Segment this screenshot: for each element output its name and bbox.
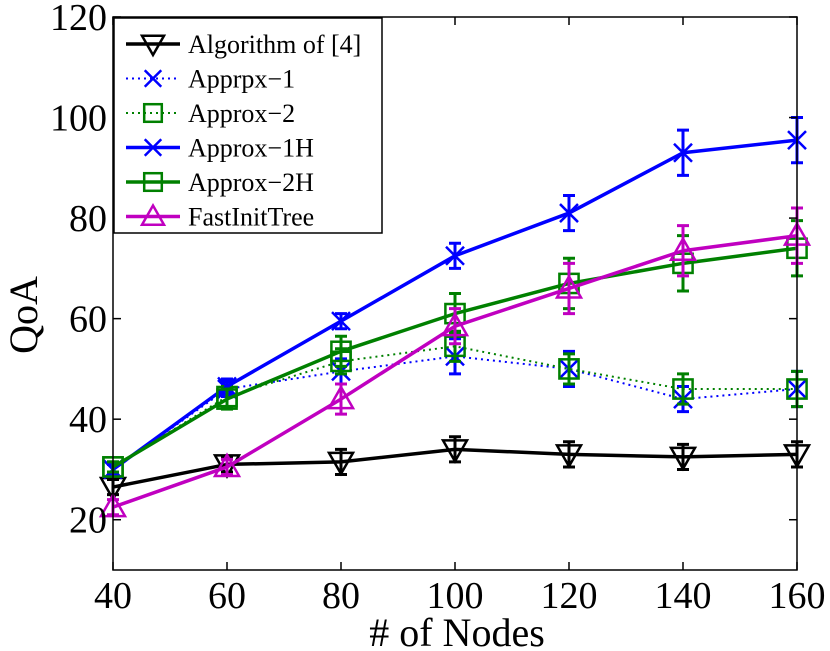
data-point bbox=[445, 245, 465, 266]
legend-label: Approx−2 bbox=[188, 99, 295, 128]
x-tick-label: 40 bbox=[94, 575, 132, 617]
data-point bbox=[326, 384, 356, 410]
series-line bbox=[112, 233, 798, 509]
legend-item-3: Approx−1H bbox=[126, 134, 314, 163]
data-point bbox=[554, 273, 584, 299]
legend-item-5: FastInitTree bbox=[126, 203, 314, 232]
data-point bbox=[331, 311, 351, 332]
y-axis-label: QoA bbox=[1, 276, 46, 354]
legend-marker bbox=[139, 34, 167, 58]
legend-marker bbox=[143, 138, 163, 157]
data-point bbox=[558, 358, 580, 380]
data-point bbox=[216, 388, 238, 410]
data-point bbox=[672, 378, 694, 400]
legend-label: Apprpx−1 bbox=[188, 65, 295, 94]
y-tick-label: 60 bbox=[69, 299, 107, 341]
legend-item-1: Apprpx−1 bbox=[126, 65, 295, 94]
legend-label: FastInitTree bbox=[188, 203, 314, 232]
data-point bbox=[668, 236, 698, 262]
data-point bbox=[673, 142, 693, 163]
data-point bbox=[440, 311, 470, 337]
y-tick-label: 120 bbox=[50, 0, 107, 39]
data-point bbox=[212, 452, 242, 478]
legend-label: Approx−1H bbox=[188, 134, 314, 163]
data-point bbox=[440, 439, 470, 464]
data-point bbox=[217, 376, 237, 397]
y-tick-label: 80 bbox=[69, 198, 107, 240]
x-tick-label: 140 bbox=[655, 575, 712, 617]
legend-box bbox=[113, 17, 383, 234]
axes: 40 60 80 100 120 140 160 20 40 60 80 100 120 bbox=[50, 0, 826, 617]
legend-marker bbox=[142, 171, 164, 193]
x-tick-label: 120 bbox=[541, 575, 598, 617]
legend-marker bbox=[139, 202, 167, 226]
plot-area bbox=[98, 116, 812, 518]
legend-item-0: Algorithm of [4] bbox=[126, 30, 361, 59]
x-tick-label: 160 bbox=[769, 575, 826, 617]
series-0 bbox=[98, 435, 812, 502]
data-point bbox=[330, 340, 352, 363]
data-point bbox=[559, 203, 579, 223]
legend-item-2: Approx−2 bbox=[126, 99, 295, 128]
data-point bbox=[326, 451, 356, 477]
x-tick-label: 60 bbox=[208, 575, 246, 617]
y-tick-label: 40 bbox=[69, 399, 107, 441]
legend-marker bbox=[143, 69, 163, 88]
x-axis-label: # of Nodes bbox=[369, 610, 545, 651]
y-tick-label: 100 bbox=[50, 98, 107, 140]
series-5 bbox=[98, 206, 812, 518]
x-tick-label: 80 bbox=[322, 575, 360, 617]
data-point bbox=[554, 444, 584, 469]
legend-marker bbox=[142, 102, 164, 124]
legend-label: Algorithm of [4] bbox=[188, 30, 361, 59]
legend-item-4: Approx−2H bbox=[126, 168, 314, 197]
legend-label: Approx−2H bbox=[188, 168, 314, 197]
data-point bbox=[668, 446, 698, 472]
legend: Algorithm of [4] Apprpx−1 Approx−2 Approx−1… bbox=[113, 17, 383, 234]
x-tick-label: 100 bbox=[427, 575, 484, 617]
y-tick-label: 20 bbox=[69, 500, 107, 542]
